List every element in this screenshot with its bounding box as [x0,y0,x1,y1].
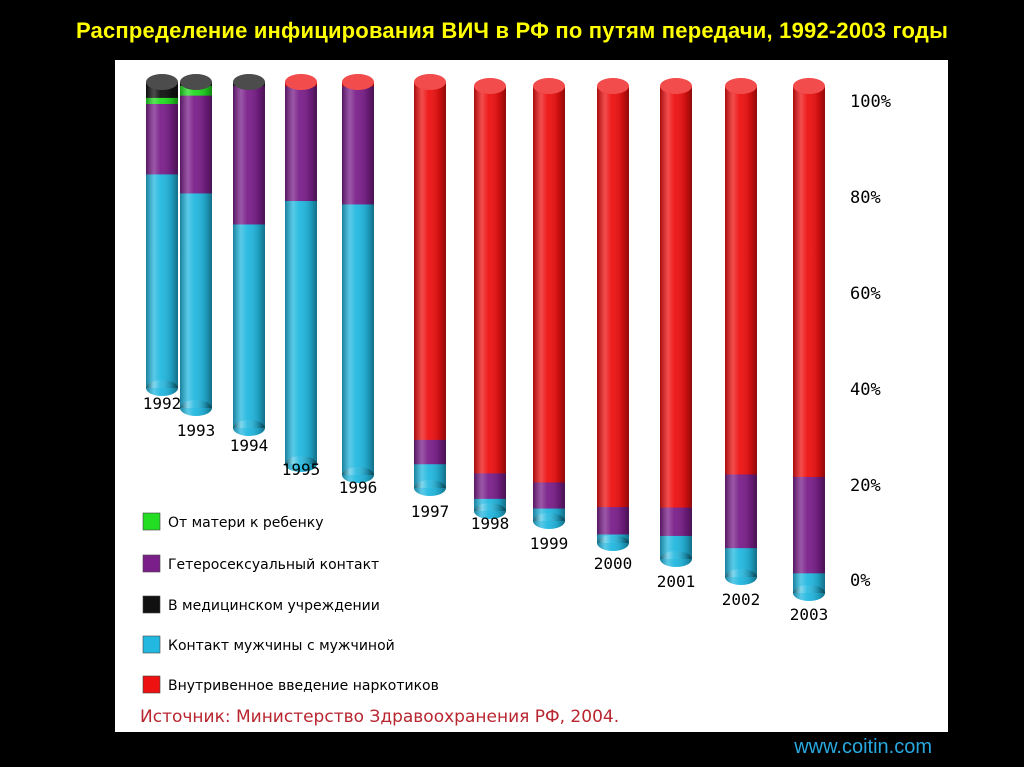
x-tick-label: 1999 [530,534,569,553]
x-tick-label: 1992 [143,394,182,413]
chart-panel: 1992 1993 1994 1995 1996 1997 1998 1999 2000 2001… [115,60,948,732]
bar-top-cap [233,74,265,90]
x-tick-label: 1997 [411,502,450,521]
bar-shading [597,86,629,543]
bar-bottom-shade [533,513,565,529]
legend-swatch [142,635,161,654]
bar-top-highlight [285,74,317,90]
bar-bottom-shade [285,456,317,472]
x-tick-label: 2000 [594,554,633,573]
bar-top-cap [660,78,692,94]
bar-top-highlight [660,78,692,94]
bar-top-highlight [342,74,374,90]
bar-top-cap [342,74,374,90]
legend-label: В медицинском учреждении [168,598,380,614]
bar-bottom-shade [146,380,178,396]
bar-top-cap [793,78,825,94]
bar-top-cap [725,78,757,94]
x-tick-label: 2001 [657,572,696,591]
bar-shading [660,86,692,559]
bar-2002 [725,78,757,585]
legend-item-гетеросексуальный-контакт: Гетеросексуальный контакт [142,554,379,573]
bar-2001 [660,78,692,567]
bar-1995 [285,74,317,472]
bar-bottom-shade [660,551,692,567]
bar-1994 [233,74,265,436]
x-tick-label: 1995 [282,460,321,479]
x-tick-label: 2002 [722,590,761,609]
bar-2003 [793,78,825,601]
bar-shading [474,86,506,511]
source-note: Источник: Министерство Здравоохранения Р… [140,707,619,727]
x-tick-label: 1994 [230,436,269,455]
website-link[interactable]: www.coitin.com [794,736,932,758]
bar-bottom-shade [725,569,757,585]
legend-label: Гетеросексуальный контакт [168,557,379,573]
bar-shading [233,82,265,428]
bar-top-highlight [597,78,629,94]
bar-top-highlight [180,74,212,90]
legend-item-контакт-мужчины-с-мужчиной: Контакт мужчины с мужчиной [142,635,395,654]
bar-shading [725,86,757,577]
bar-shading [285,82,317,464]
bar-bottom-shade [233,420,265,436]
bar-top-cap [414,74,446,90]
bar-2000 [597,78,629,551]
bar-top-cap [597,78,629,94]
bar-top-cap [474,78,506,94]
legend-item-от-матери-к-ребенку: От матери к ребенку [142,512,324,531]
legend-swatch [142,512,161,531]
x-tick-label: 1993 [177,421,216,440]
legend-label: От матери к ребенку [168,515,324,531]
bar-1998 [474,78,506,519]
y-tick-label: 0% [850,571,870,591]
legend-item-внутривенное-введение-наркотиков: Внутривенное введение наркотиков [142,675,439,694]
bar-shading [533,86,565,521]
bar-top-highlight [793,78,825,94]
bar-1993 [180,74,212,416]
bar-top-highlight [474,78,506,94]
bar-1992 [146,74,178,396]
legend-swatch [142,595,161,614]
bar-top-highlight [146,74,178,90]
y-tick-label: 20% [850,476,881,496]
bar-bottom-shade [474,503,506,519]
bar-top-cap [285,74,317,90]
bar-bottom-shade [180,400,212,416]
legend-item-в-медицинском-учреждении: В медицинском учреждении [142,595,380,614]
legend-label: Контакт мужчины с мужчиной [168,638,395,654]
y-tick-label: 40% [850,380,881,400]
bar-shading [180,82,212,408]
y-tick-label: 60% [850,284,881,304]
legend-label: Внутривенное введение наркотиков [168,678,439,694]
bar-top-highlight [414,74,446,90]
page-title: Распределение инфицирования ВИЧ в РФ по … [75,18,949,43]
bar-bottom-shade [342,467,374,483]
x-tick-label: 1996 [339,478,378,497]
x-tick-label: 2003 [790,605,829,624]
bar-top-highlight [725,78,757,94]
bar-1997 [414,74,446,496]
bar-bottom-shade [414,480,446,496]
bar-1996 [342,74,374,483]
legend-swatch [142,554,161,573]
bar-top-cap [533,78,565,94]
bar-top-highlight [233,74,265,90]
bar-top-highlight [533,78,565,94]
y-tick-label: 80% [850,188,881,208]
bar-top-cap [146,74,178,90]
bar-shading [793,86,825,593]
x-tick-label: 1998 [471,514,510,533]
bar-shading [342,82,374,475]
y-tick-label: 100% [850,92,891,112]
bar-top-cap [180,74,212,90]
legend-swatch [142,675,161,694]
bar-shading [146,82,178,388]
bar-shading [414,82,446,488]
bar-bottom-shade [793,585,825,601]
bar-bottom-shade [597,535,629,551]
bar-1999 [533,78,565,529]
stacked-bar-chart: 1992 1993 1994 1995 1996 1997 1998 1999 2000 2001… [140,74,891,727]
